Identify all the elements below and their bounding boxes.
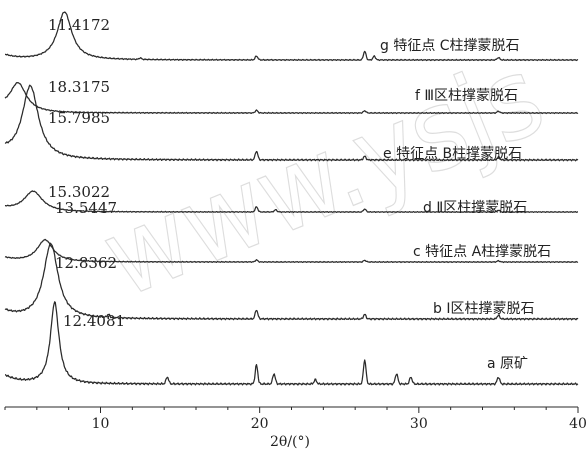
x-tick-label: 30 [410, 416, 428, 432]
series-label-b: b Ⅰ区柱撑蒙脱石 [433, 301, 534, 317]
x-axis: 10 20 30 40 [4, 406, 587, 432]
series-line-e [4, 84, 579, 162]
watermark: www.ysjs [86, 31, 560, 322]
peak-label-f: 18.3175 [48, 78, 110, 96]
x-tick-label: 40 [569, 416, 587, 432]
series-line-a [4, 301, 579, 386]
traces: 12.4081 a 原矿 12.8362 b Ⅰ区柱撑蒙脱石 13.5447 c 特征点 … [4, 11, 579, 386]
series-line-c [4, 238, 579, 264]
peak-label-e: 15.7985 [48, 109, 110, 127]
x-tick-label: 20 [251, 416, 269, 432]
series-label-f: f Ⅲ区柱撑蒙脱石 [415, 88, 518, 104]
peak-label-a: 12.4081 [63, 312, 125, 330]
series-label-e: e 特征点 B柱撑蒙脱石 [383, 146, 522, 162]
peak-label-d: 15.3022 [48, 183, 110, 201]
series-line-f [4, 81, 579, 115]
series-line-b [4, 242, 579, 321]
series-label-c: c 特征点 A柱撑蒙脱石 [413, 244, 551, 260]
series-line-d [4, 190, 579, 214]
peak-label-b: 12.8362 [55, 254, 117, 272]
series-label-d: d Ⅱ区柱撑蒙脱石 [423, 200, 527, 216]
series-label-g: g 特征点 C柱撑蒙脱石 [380, 38, 520, 54]
x-tick-label: 10 [92, 416, 110, 432]
x-axis-title: 2θ/(°) [270, 434, 310, 450]
peak-label-c: 13.5447 [55, 199, 117, 217]
series-label-a: a 原矿 [487, 356, 528, 372]
series-line-g [4, 11, 579, 62]
peak-label-g: 11.4172 [48, 16, 110, 34]
